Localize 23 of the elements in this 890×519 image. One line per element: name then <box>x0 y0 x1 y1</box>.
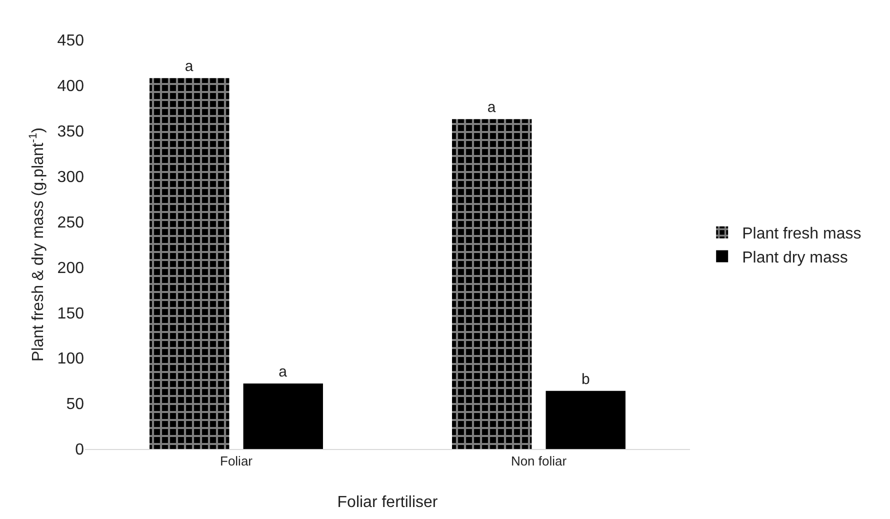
y-tick-label: 50 <box>66 396 84 414</box>
y-tick-label: 250 <box>57 214 84 232</box>
bar <box>150 78 230 449</box>
y-tick-label: 350 <box>57 123 84 140</box>
bar <box>243 384 323 449</box>
bar <box>452 119 532 449</box>
data-label: b <box>581 370 590 388</box>
data-label: a <box>487 99 496 116</box>
y-tick-label: 100 <box>57 350 84 368</box>
y-tick-label: 400 <box>57 78 84 96</box>
y-tick-label: 0 <box>75 442 84 459</box>
data-label: a <box>184 58 194 76</box>
legend-label: Plant dry mass <box>742 249 848 266</box>
y-tick-label: 150 <box>57 305 84 322</box>
x-tick-label: Non foliar <box>510 454 568 469</box>
x-axis-title: Foliar fertiliser <box>337 494 438 511</box>
y-tick-label: 300 <box>57 168 84 186</box>
x-tick-label: Foliar <box>220 454 254 469</box>
y-tick-label: 200 <box>57 260 84 277</box>
bar <box>546 390 626 449</box>
text: Plant fresh mass <box>742 226 862 243</box>
data-label: a <box>278 364 288 381</box>
y-tick-label: 450 <box>57 32 84 50</box>
